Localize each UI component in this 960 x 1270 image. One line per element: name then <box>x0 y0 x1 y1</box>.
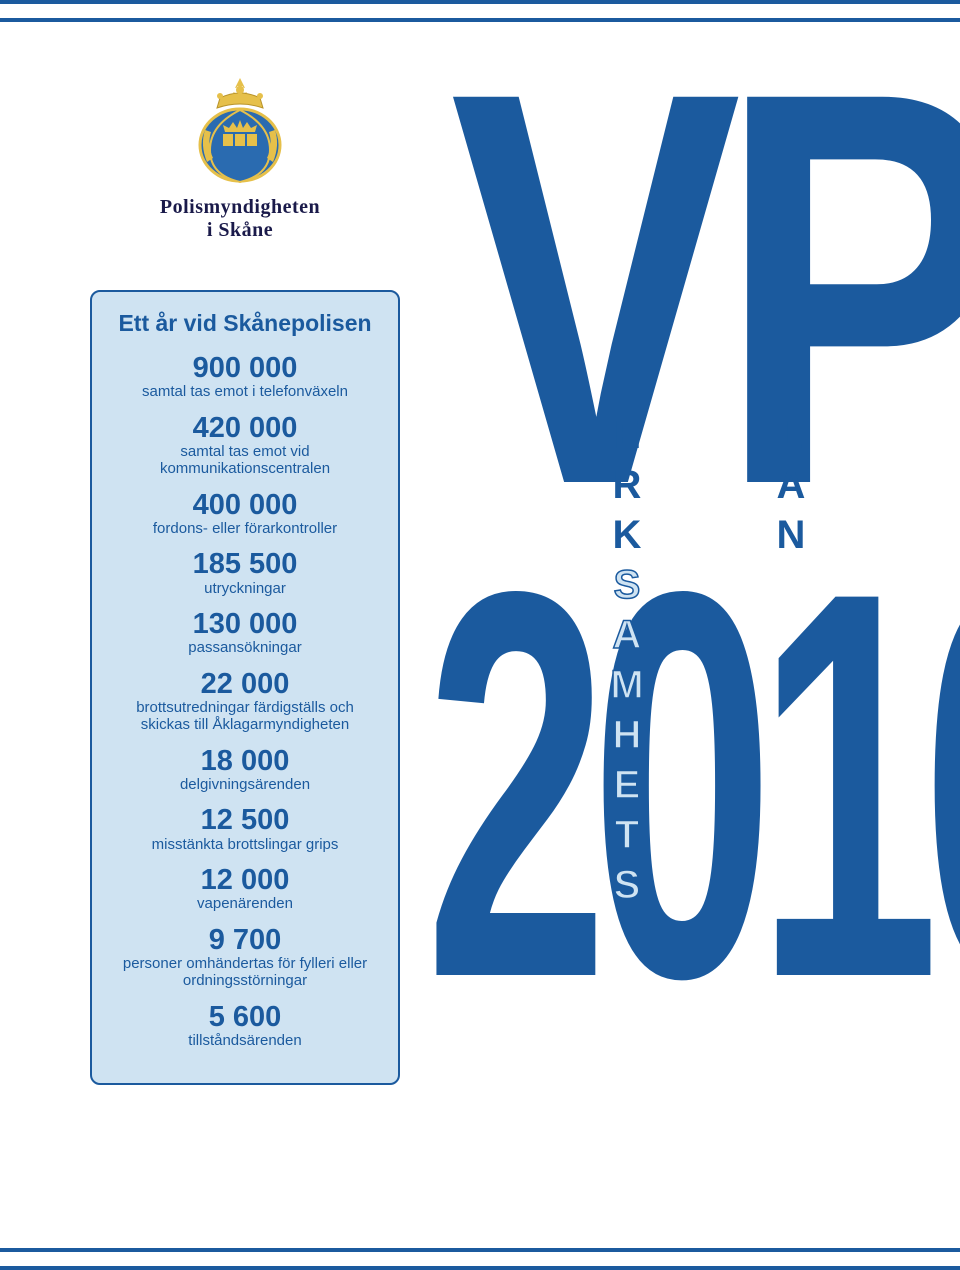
vertical-letter: A <box>771 460 811 510</box>
vertical-letter: R <box>607 460 647 510</box>
stat-description: utryckningar <box>106 580 384 597</box>
vertical-word-1: ERKSAMHETS <box>607 410 647 910</box>
stat-item: 400 000fordons- eller förarkontroller <box>106 490 384 538</box>
stat-description: misstänkta brottslingar grips <box>106 836 384 853</box>
stat-item: 12 000vapenärenden <box>106 865 384 913</box>
stat-description: samtal tas emot i telefonväxeln <box>106 383 384 400</box>
stat-number: 420 000 <box>106 413 384 443</box>
stat-item: 185 500utryckningar <box>106 549 384 597</box>
vertical-letter: K <box>607 510 647 560</box>
fact-box: Ett år vid Skånepolisen 900 000samtal ta… <box>90 290 400 1085</box>
stat-number: 9 700 <box>106 925 384 955</box>
org-logo-block: Polismyndigheten i Skåne <box>140 70 340 242</box>
stat-item: 900 000samtal tas emot i telefonväxeln <box>106 353 384 401</box>
stat-item: 420 000samtal tas emot vid kommunikation… <box>106 413 384 478</box>
stat-description: delgivningsärenden <box>106 776 384 793</box>
stat-number: 900 000 <box>106 353 384 383</box>
stat-description: fordons- eller förarkontroller <box>106 520 384 537</box>
stat-number: 400 000 <box>106 490 384 520</box>
vertical-letter: M <box>607 660 647 710</box>
stat-item: 22 000brottsutredningar färdigställs och… <box>106 669 384 734</box>
stat-item: 130 000passansökningar <box>106 609 384 657</box>
vertical-letter: E <box>607 410 647 460</box>
stat-item: 12 500misstänkta brottslingar grips <box>106 805 384 853</box>
police-crest-icon <box>185 70 295 190</box>
stat-description: passansökningar <box>106 639 384 656</box>
stat-number: 22 000 <box>106 669 384 699</box>
vertical-letter: E <box>607 760 647 810</box>
vertical-word-2: LAN <box>771 410 811 560</box>
vertical-letter: A <box>607 610 647 660</box>
stat-number: 5 600 <box>106 1002 384 1032</box>
stat-number: 185 500 <box>106 549 384 579</box>
org-name-line2: i Skåne <box>140 219 340 242</box>
vertical-letter: S <box>607 560 647 610</box>
stat-item: 5 600tillståndsärenden <box>106 1002 384 1050</box>
stat-description: samtal tas emot vid kommunikationscentra… <box>106 443 384 478</box>
stat-number: 12 000 <box>106 865 384 895</box>
fact-box-title: Ett år vid Skånepolisen <box>106 310 384 337</box>
stat-description: vapenärenden <box>106 895 384 912</box>
year-digits: 2010 <box>425 570 960 999</box>
stat-item: 18 000delgivningsärenden <box>106 746 384 794</box>
stat-description: tillståndsärenden <box>106 1032 384 1049</box>
vertical-letter: S <box>607 860 647 910</box>
title-graphic: VP 2010 ERKSAMHETS LAN <box>445 70 915 1130</box>
bottom-rule <box>0 1248 960 1270</box>
vertical-letter: N <box>771 510 811 560</box>
vertical-letter: L <box>771 410 811 460</box>
stat-item: 9 700personer omhändertas för fylleri el… <box>106 925 384 990</box>
stat-number: 18 000 <box>106 746 384 776</box>
org-name-line1: Polismyndigheten <box>140 196 340 219</box>
vertical-letter: T <box>607 810 647 860</box>
vertical-letter: H <box>607 710 647 760</box>
stat-number: 12 500 <box>106 805 384 835</box>
stat-description: brottsutredningar färdigställs och skick… <box>106 699 384 734</box>
stat-description: personer omhändertas för fylleri eller o… <box>106 955 384 990</box>
stat-number: 130 000 <box>106 609 384 639</box>
vp-letters: VP <box>450 70 960 507</box>
